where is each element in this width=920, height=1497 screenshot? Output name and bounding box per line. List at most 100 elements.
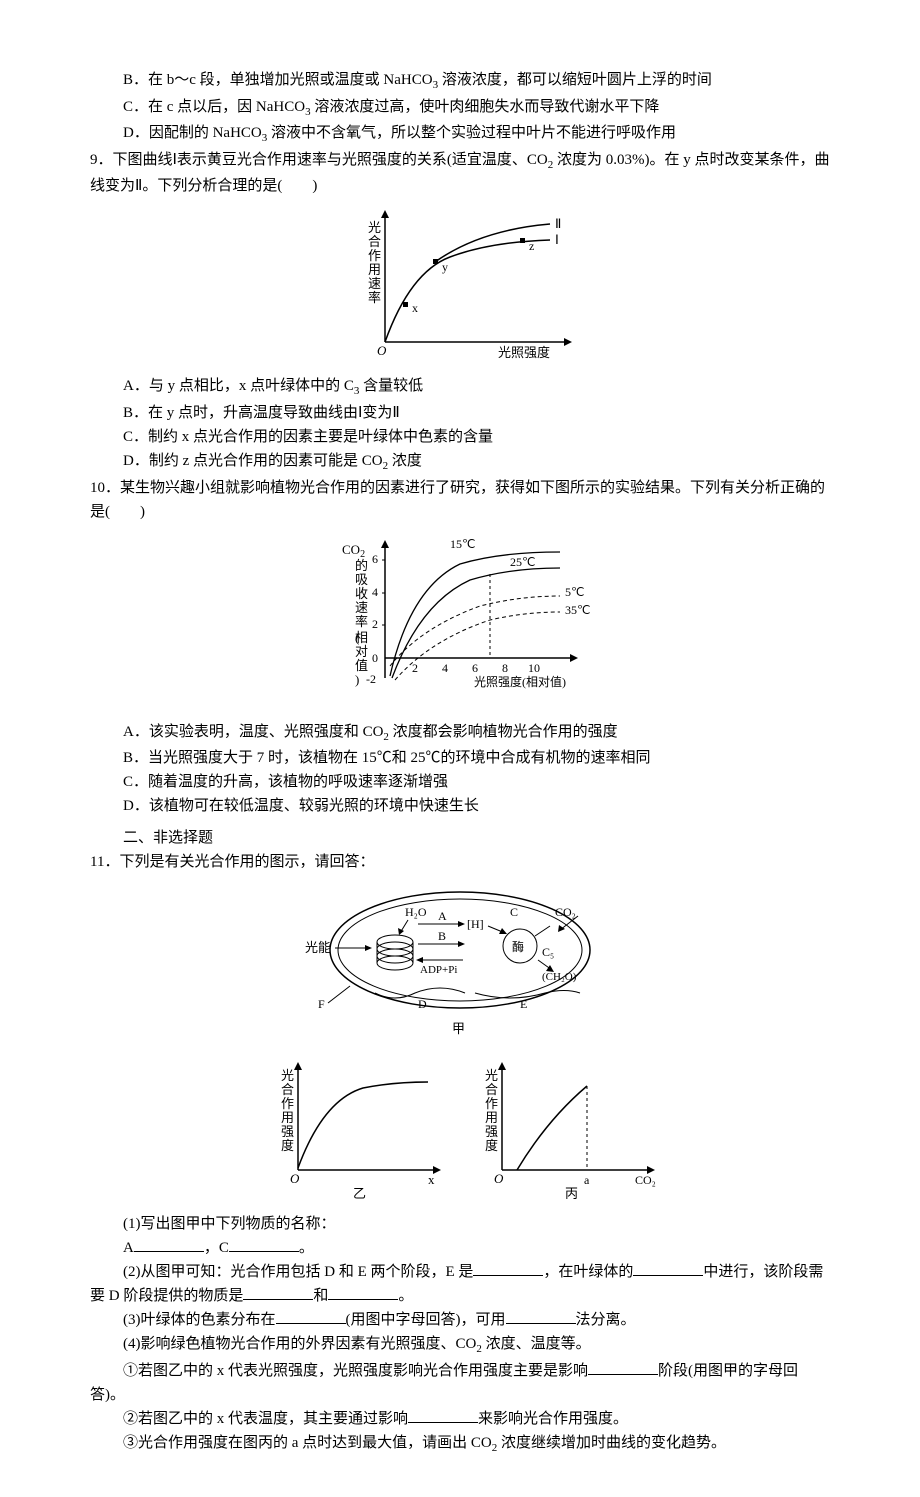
blank [588,1360,658,1375]
dia-light: 光能 [305,940,331,955]
q11-diagram: 光能 H₂O A [H] B ADP+Pi 酶 C CO₂ C₅ (CH₂O) … [90,878,830,1046]
s1b-mid: ，C [204,1240,229,1256]
s3-pre: (3)叶绿体的色素分布在 [123,1312,276,1328]
bing-caption: 丙 [565,1186,578,1200]
q9-stem: 9．下图曲线Ⅰ表示黄豆光合作用速率与光照强度的关系(适宜温度、CO2 浓度为 0… [90,148,830,199]
svg-text:-2: -2 [366,672,376,686]
l35: 35℃ [565,603,590,617]
dia-jia: 甲 [452,1021,465,1036]
svg-text:光合作用强度: 光合作用强度 [485,1068,498,1153]
yi-caption: 乙 [353,1186,366,1200]
q9-b: B．在 y 点时，升高温度导致曲线由Ⅰ变为Ⅱ [90,401,830,425]
q10-xlabel: 光照强度(相对值) [474,674,566,689]
dia-b: B [438,929,446,943]
q10-a-pre: A．该实验表明，温度、光照强度和 CO [123,724,383,740]
dia-c: C [510,905,518,919]
q10-a-post: 浓度都会影响植物光合作用的强度 [389,724,618,740]
chart-yi-svg: 光合作用强度 O x 乙 [253,1050,453,1200]
q9-stem-pre: 9．下图曲线Ⅰ表示黄豆光合作用速率与光照强度的关系(适宜温度、CO [90,152,548,168]
opt-c-pre: C．在 c 点以后，因 NaHCO [123,99,305,115]
opt-d: D．因配制的 NaHCO3 溶液中不含氧气，所以整个实验过程中叶片不能进行呼吸作… [90,121,830,148]
q9-origin: O [377,343,387,358]
s4-post: 浓度、温度等。 [482,1336,591,1352]
q10-b: B．当光照强度大于 7 时，该植物在 15℃和 25℃的环境中合成有机物的速率相… [90,746,830,770]
s2-m1: ，在叶绿体的 [543,1264,633,1280]
dia-e: E [520,997,527,1011]
dia-h2o: H₂O [405,905,427,919]
q9-lbl-2: Ⅱ [555,216,561,231]
s43-pre: ③光合作用强度在图丙的 a 点时达到最大值，请画出 CO [123,1435,492,1451]
dia-a: A [438,909,447,923]
q11-sub1b: A ，C 。 [90,1236,830,1260]
opt-d-post: 溶液中不含氧气，所以整个实验过程中叶片不能进行呼吸作用 [267,125,676,141]
q11-diagram-svg: 光能 H₂O A [H] B ADP+Pi 酶 C CO₂ C₅ (CH₂O) … [300,878,620,1038]
q9-c: C．制约 x 点光合作用的因素主要是叶绿体中色素的含量 [90,425,830,449]
svg-text:4: 4 [442,661,448,675]
q10-figure: CO2 的吸收速率(相对值) 6 4 2 0 -2 2 4 6 8 10 15℃… [90,528,830,716]
blank [633,1261,703,1276]
q9-a-pre: A．与 y 点相比，x 点叶绿体中的 C [123,378,354,394]
dia-h: [H] [467,917,484,931]
q9-ylabel: 光合作用速率 [368,220,381,305]
section2-title: 二、非选择题 [90,826,830,850]
blank [506,1309,576,1324]
pt-z: z [529,239,534,253]
q11-charts: 光合作用强度 O x 乙 光合作用强度 O a CO₂ 丙 [90,1050,830,1208]
opt-b: B．在 b～c 段，单独增加光照或温度或 NaHCO3 溶液浓度，都可以缩短叶圆… [90,68,830,95]
q11-sub4-3: ③光合作用强度在图丙的 a 点时达到最大值，请画出 CO2 浓度继续增加时曲线的… [90,1431,830,1458]
opt-c: C．在 c 点以后，因 NaHCO3 溶液浓度过高，使叶肉细胞失水而导致代谢水平… [90,95,830,122]
bing-xlabel: CO₂ [635,1173,656,1187]
blank [328,1285,398,1300]
opt-c-post: 溶液浓度过高，使叶肉细胞失水而导致代谢水平下降 [311,99,660,115]
q9-lbl-1: Ⅰ [555,232,559,247]
s41-pre: ①若图乙中的 x 代表光照强度，光照强度影响光合作用强度主要是影响 [123,1363,588,1379]
dia-f: F [318,997,325,1011]
bing-a: a [584,1173,590,1187]
chart-bing-svg: 光合作用强度 O a CO₂ 丙 [457,1050,667,1200]
dia-c5: C₅ [542,945,554,959]
blank [276,1309,346,1324]
q11-sub1: (1)写出图甲中下列物质的名称： [90,1212,830,1236]
q11-stem: 11．下列是有关光合作用的图示，请回答： [90,850,830,874]
l15: 15℃ [450,537,475,551]
s2-pre: (2)从图甲可知：光合作用包括 D 和 E 两个阶段，E 是 [123,1264,473,1280]
q9-d-post: 浓度 [388,453,422,469]
svg-text:6: 6 [472,661,478,675]
svg-text:2: 2 [412,661,418,675]
blank [408,1408,478,1423]
blank [134,1237,204,1252]
svg-text:光合作用强度: 光合作用强度 [281,1068,294,1153]
svg-text:6: 6 [372,552,378,566]
q10-stem: 10．某生物兴趣小组就影响植物光合作用的因素进行了研究，获得如下图所示的实验结果… [90,476,830,524]
s1b-post: 。 [299,1240,314,1256]
l5: 5℃ [565,585,584,599]
dia-ch2o: (CH₂O) [542,971,577,983]
opt-d-pre: D．因配制的 NaHCO [123,125,262,141]
q9-graph-svg: 光合作用速率 x y z Ⅱ Ⅰ O 光照强度 [330,202,590,362]
svg-text:4: 4 [372,585,378,599]
dia-enz: 酶 [512,939,524,954]
blank [243,1285,313,1300]
q9-d-pre: D．制约 z 点光合作用的因素可能是 CO [123,453,383,469]
opt-b-post: 溶液浓度，都可以缩短叶圆片上浮的时间 [438,72,712,88]
q9-d: D．制约 z 点光合作用的因素可能是 CO2 浓度 [90,449,830,476]
s43-post: 浓度继续增加时曲线的变化趋势。 [497,1435,726,1451]
q9-a-post: 含量较低 [359,378,423,394]
q11-sub3: (3)叶绿体的色素分布在(用图中字母回答)，可用法分离。 [90,1308,830,1332]
q9-figure: 光合作用速率 x y z Ⅱ Ⅰ O 光照强度 [90,202,830,370]
s1b-pre: A [123,1240,134,1256]
q11-sub4-2: ②若图乙中的 x 代表温度，其主要通过影响来影响光合作用强度。 [90,1407,830,1431]
svg-text:10: 10 [528,661,540,675]
dia-adp: ADP+Pi [420,964,457,976]
bing-origin: O [494,1171,504,1186]
s4-pre: (4)影响绿色植物光合作用的外界因素有光照强度、CO [123,1336,476,1352]
q11-sub4: (4)影响绿色植物光合作用的外界因素有光照强度、CO2 浓度、温度等。 [90,1332,830,1359]
blank [229,1237,299,1252]
l25: 25℃ [510,555,535,569]
s42-pre: ②若图乙中的 x 代表温度，其主要通过影响 [123,1411,408,1427]
q10-d: D．该植物可在较低温度、较弱光照的环境中快速生长 [90,794,830,818]
s3-m1: (用图中字母回答)，可用 [346,1312,506,1328]
opt-b-pre: B．在 b～c 段，单独增加光照或温度或 NaHCO [123,72,433,88]
pt-x: x [412,301,418,315]
dia-co2: CO₂ [555,905,576,919]
